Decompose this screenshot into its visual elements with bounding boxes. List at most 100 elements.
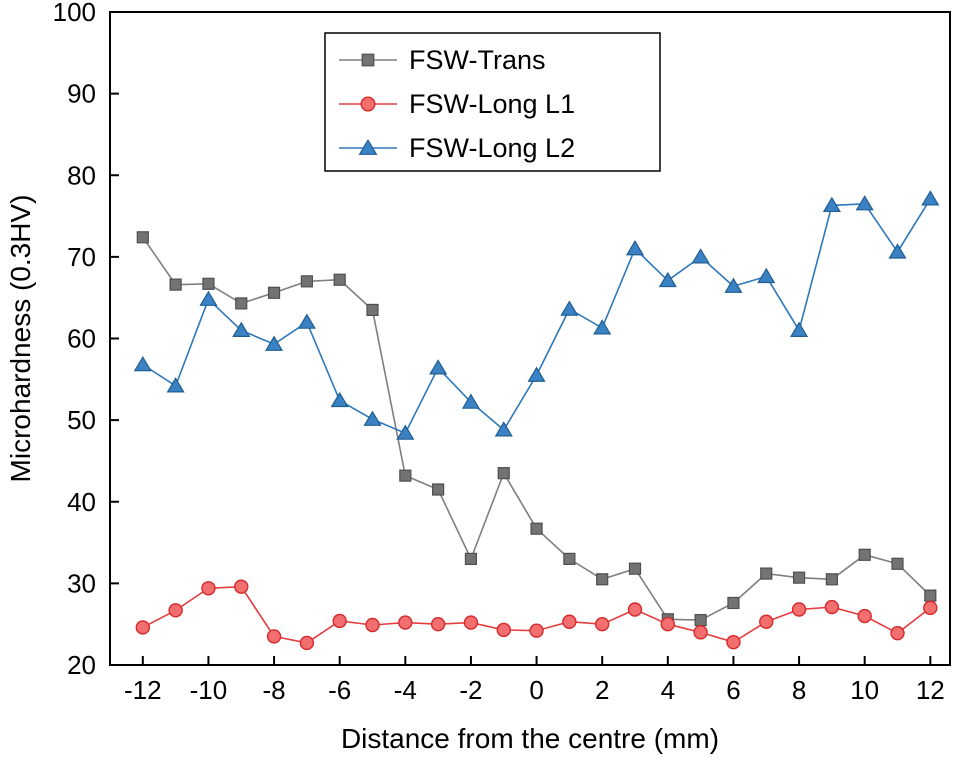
series-fsw-long-l1 <box>135 579 938 651</box>
circle-marker <box>266 629 282 644</box>
circle-marker <box>168 603 183 618</box>
triangle-marker <box>297 313 316 329</box>
square-marker <box>694 614 707 627</box>
x-tick-label: -6 <box>328 675 351 705</box>
square-marker <box>267 286 281 299</box>
circle-marker <box>360 96 376 112</box>
square-marker <box>792 571 806 584</box>
square-marker <box>136 231 149 244</box>
square-marker <box>361 53 375 67</box>
square-marker <box>464 552 478 565</box>
square-marker <box>924 589 937 602</box>
circle-marker <box>201 581 216 596</box>
x-axis-title: Distance from the centre (mm) <box>341 723 719 754</box>
y-tick-label: 70 <box>67 242 96 272</box>
circle-marker <box>923 600 938 616</box>
circle-marker <box>562 614 577 629</box>
y-tick-label: 20 <box>67 650 96 680</box>
x-tick-label: -4 <box>394 675 417 705</box>
square-marker <box>760 567 773 580</box>
circle-marker <box>332 613 347 629</box>
triangle-marker <box>330 391 349 408</box>
square-marker <box>858 548 871 561</box>
triangle-marker <box>358 138 378 155</box>
square-marker <box>399 469 412 482</box>
triangle-marker <box>625 240 645 256</box>
y-tick-label: 100 <box>53 0 96 27</box>
y-tick-label: 90 <box>67 79 96 109</box>
x-tick-label: 10 <box>850 675 879 705</box>
square-marker <box>202 277 215 290</box>
triangle-marker <box>396 424 415 440</box>
x-tick-label: 0 <box>529 675 543 705</box>
circle-marker <box>365 617 380 633</box>
y-tick-label: 80 <box>67 160 96 190</box>
x-tick-label: 2 <box>595 675 609 705</box>
circle-marker <box>299 635 315 651</box>
y-tick-label: 60 <box>67 324 96 354</box>
square-marker <box>432 483 445 496</box>
y-tick-label: 50 <box>67 405 96 435</box>
circle-marker <box>759 614 774 629</box>
square-marker <box>333 273 346 286</box>
triangle-marker <box>166 377 185 393</box>
square-marker <box>300 275 313 288</box>
triangle-marker <box>133 355 152 372</box>
triangle-marker <box>757 267 776 284</box>
x-tick-label: -10 <box>190 675 228 705</box>
circle-marker <box>398 615 413 630</box>
square-marker <box>727 596 740 610</box>
square-marker <box>563 552 576 565</box>
triangle-marker <box>691 248 710 264</box>
circle-marker <box>135 620 151 635</box>
square-marker <box>825 573 838 586</box>
square-marker <box>497 467 510 480</box>
legend-label: FSW-Long L1 <box>409 89 575 119</box>
triangle-marker <box>429 359 448 375</box>
legend-label: FSW-Trans <box>409 45 546 75</box>
y-axis-title: Microhardness (0.3HV) <box>5 195 36 483</box>
triangle-marker <box>363 410 382 426</box>
circle-marker <box>890 625 905 641</box>
square-marker <box>530 522 543 535</box>
triangle-marker <box>888 243 907 259</box>
x-tick-label: -12 <box>124 675 162 705</box>
y-tick-label: 30 <box>67 568 96 598</box>
triangle-marker <box>822 196 841 213</box>
y-tick-label: 40 <box>67 487 96 517</box>
y-axis: 20 30 40 50 60 70 80 90 100 <box>53 0 119 680</box>
triangle-marker <box>199 290 218 306</box>
circle-marker <box>430 616 446 632</box>
circle-marker <box>791 602 807 617</box>
x-tick-label: 12 <box>916 675 945 705</box>
triangle-marker <box>658 271 677 288</box>
circle-marker <box>627 602 643 617</box>
x-axis: -12 -10 -8 -6 -4 -2 0 2 4 6 8 10 12 <box>124 656 945 705</box>
triangle-marker <box>494 421 513 437</box>
square-marker <box>366 303 379 317</box>
square-marker <box>891 557 904 570</box>
square-marker <box>596 573 609 586</box>
circle-marker <box>594 616 610 632</box>
circle-marker <box>693 625 708 640</box>
triangle-marker <box>921 190 940 206</box>
circle-marker <box>529 623 544 638</box>
x-tick-label: 8 <box>792 675 806 705</box>
triangle-marker <box>724 277 743 293</box>
x-tick-label: -2 <box>459 675 482 705</box>
series-fsw-long-l2 <box>133 190 940 440</box>
circle-marker <box>496 622 511 638</box>
series-fsw-trans <box>136 231 937 627</box>
triangle-marker <box>593 319 612 335</box>
x-tick-label: 4 <box>661 675 675 705</box>
x-tick-label: -8 <box>263 675 286 705</box>
triangle-marker <box>265 335 284 351</box>
triangle-marker <box>527 366 546 382</box>
circle-marker <box>234 579 249 594</box>
square-marker <box>628 562 642 575</box>
circle-marker <box>726 634 741 650</box>
x-tick-label: 6 <box>726 675 740 705</box>
triangle-marker <box>790 321 809 337</box>
